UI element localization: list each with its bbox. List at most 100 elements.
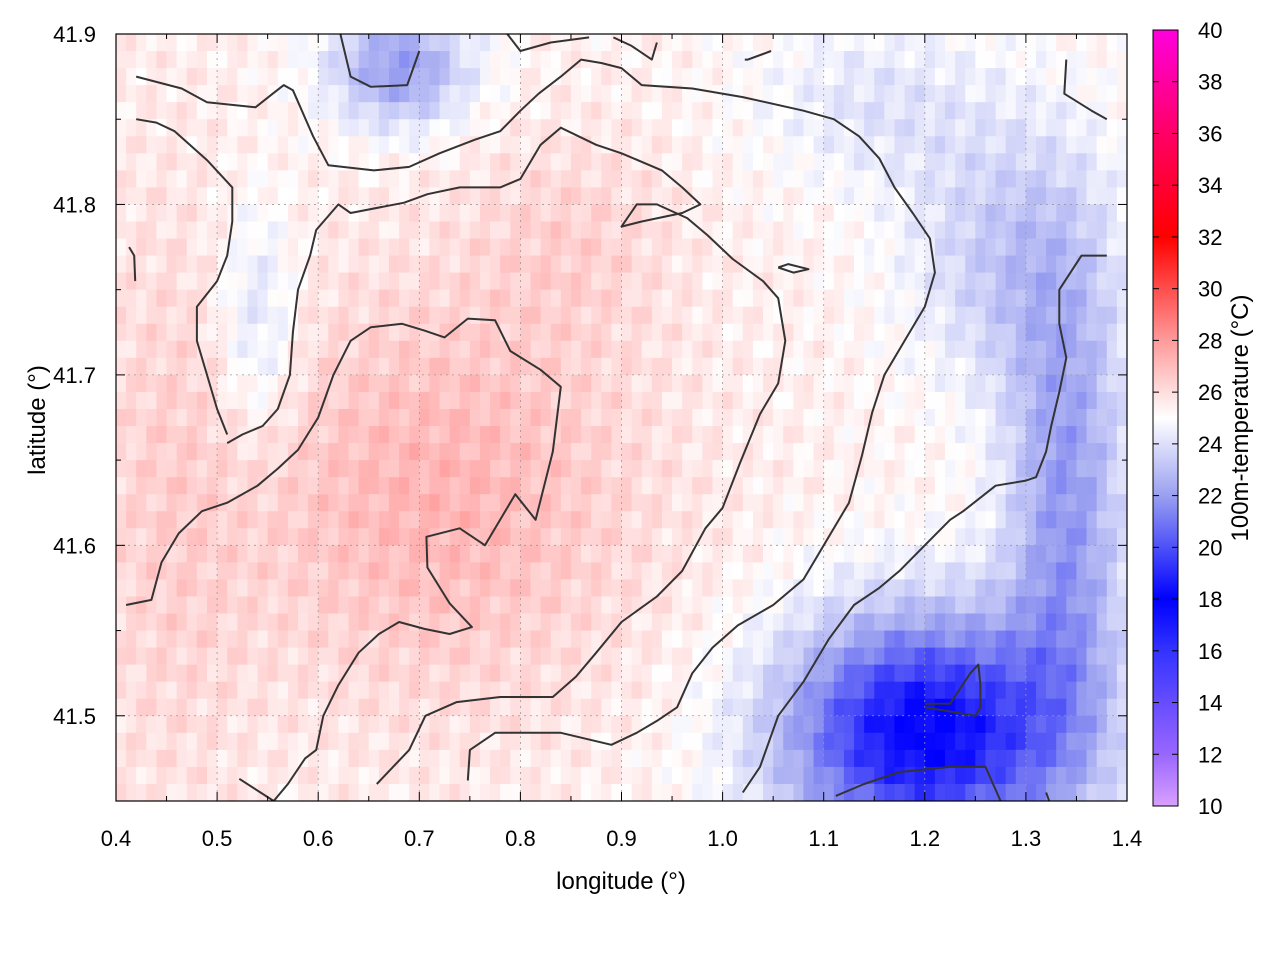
heatmap-cell [1066, 187, 1078, 206]
heatmap-cell [308, 238, 319, 257]
heatmap-cell [904, 528, 916, 546]
heatmap-cell [742, 153, 754, 171]
heatmap-cell [611, 664, 623, 683]
heatmap-cell [1015, 698, 1027, 717]
heatmap-cell [267, 443, 279, 461]
heatmap-cell [773, 323, 784, 342]
heatmap-cell [348, 783, 360, 801]
heatmap-cell [864, 596, 875, 615]
heatmap-cell [641, 272, 653, 291]
heatmap-cell [399, 443, 410, 461]
heatmap-cell [277, 272, 289, 291]
heatmap-cell [429, 579, 441, 598]
heatmap-cell [682, 698, 693, 717]
heatmap-cell [540, 545, 552, 563]
heatmap-cell [712, 238, 724, 257]
heatmap-cell [823, 749, 835, 768]
heatmap-cell [621, 391, 633, 410]
heatmap-cell [429, 766, 441, 785]
heatmap-cell [803, 391, 815, 410]
heatmap-cell [227, 272, 238, 291]
heatmap-cell [965, 238, 976, 257]
heatmap-cell [813, 170, 825, 188]
heatmap-cell [439, 408, 451, 427]
heatmap-cell [217, 681, 228, 700]
heatmap-cell [196, 426, 208, 444]
heatmap-cell [783, 426, 794, 444]
heatmap-cell [985, 289, 997, 308]
heatmap-cell [358, 715, 370, 734]
heatmap-cell [621, 323, 633, 342]
heatmap-cell [601, 562, 612, 581]
heatmap-cell [1015, 715, 1027, 734]
heatmap-cell [459, 68, 471, 86]
heatmap-cell [126, 34, 137, 52]
heatmap-cell [823, 681, 835, 700]
heatmap-cell [722, 51, 734, 69]
heatmap-cell [1015, 85, 1027, 103]
heatmap-cell [156, 494, 168, 512]
heatmap-cell [540, 426, 552, 444]
heatmap-cell [500, 783, 511, 801]
heatmap-cell [388, 443, 400, 461]
heatmap-cell [894, 221, 906, 240]
heatmap-cell [520, 545, 532, 563]
heatmap-cell [429, 562, 441, 581]
heatmap-cell [267, 374, 279, 393]
heatmap-cell [520, 613, 532, 632]
heatmap-cell [196, 119, 208, 137]
heatmap-cell [1005, 204, 1017, 223]
heatmap-cell [934, 374, 946, 393]
heatmap-cell [1076, 272, 1088, 291]
heatmap-cell [621, 511, 633, 529]
heatmap-cell [520, 136, 532, 154]
heatmap-cell [914, 68, 926, 86]
heatmap-cell [975, 732, 987, 751]
heatmap-cell [449, 596, 461, 615]
heatmap-cell [1036, 596, 1047, 615]
heatmap-cell [237, 443, 249, 461]
heatmap-cell [530, 289, 542, 308]
heatmap-cell [378, 306, 390, 325]
heatmap-cell [621, 494, 633, 512]
heatmap-cell [924, 511, 936, 529]
heatmap-cell [843, 698, 855, 717]
heatmap-cell [136, 187, 147, 206]
heatmap-cell [672, 460, 683, 478]
heatmap-cell [985, 511, 997, 529]
heatmap-cell [378, 783, 390, 801]
heatmap-cell [611, 204, 623, 223]
heatmap-cell [955, 34, 966, 52]
heatmap-cell [661, 681, 673, 700]
heatmap-cell [894, 443, 906, 461]
heatmap-cell [388, 528, 400, 546]
heatmap-cell [429, 749, 441, 768]
heatmap-cell [479, 153, 491, 171]
heatmap-cell [1116, 545, 1127, 563]
heatmap-cell [297, 477, 309, 495]
heatmap-cell [712, 732, 724, 751]
heatmap-cell [601, 272, 612, 291]
heatmap-cell [378, 494, 390, 512]
heatmap-cell [116, 596, 127, 615]
heatmap-cell [338, 460, 350, 478]
heatmap-cell [540, 783, 552, 801]
heatmap-cell [1106, 68, 1118, 86]
heatmap-cell [985, 391, 997, 410]
heatmap-cell [500, 136, 511, 154]
heatmap-cell [813, 323, 825, 342]
heatmap-cell [449, 34, 461, 52]
heatmap-cell [581, 272, 592, 291]
heatmap-cell [631, 136, 643, 154]
heatmap-cell [641, 528, 653, 546]
heatmap-cell [479, 477, 491, 495]
heatmap-cell [1036, 136, 1047, 154]
heatmap-cell [601, 698, 612, 717]
heatmap-cell [833, 426, 845, 444]
heatmap-cell [530, 647, 542, 666]
heatmap-cell [166, 528, 178, 546]
heatmap-cell [1015, 477, 1027, 495]
heatmap-cell [581, 170, 592, 188]
heatmap-cell [682, 715, 693, 734]
heatmap-cell [227, 698, 238, 717]
